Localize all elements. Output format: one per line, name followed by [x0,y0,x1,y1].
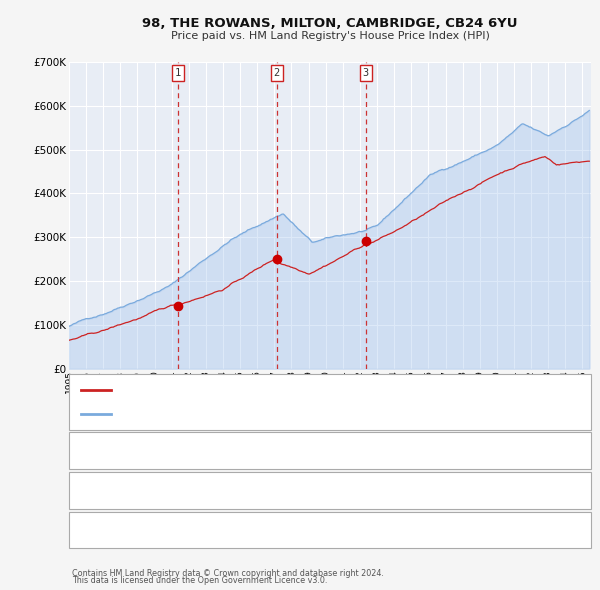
Text: 19% ↓ HPI: 19% ↓ HPI [461,525,517,535]
Text: Price paid vs. HM Land Registry's House Price Index (HPI): Price paid vs. HM Land Registry's House … [170,31,490,41]
Text: 24% ↓ HPI: 24% ↓ HPI [461,486,517,495]
Text: £292,351: £292,351 [356,525,406,535]
Text: 98, THE ROWANS, MILTON, CAMBRIDGE, CB24 6YU: 98, THE ROWANS, MILTON, CAMBRIDGE, CB24 … [142,17,518,30]
Text: Contains HM Land Registry data © Crown copyright and database right 2024.: Contains HM Land Registry data © Crown c… [72,569,384,578]
Text: £249,950: £249,950 [356,486,406,495]
Text: This data is licensed under the Open Government Licence v3.0.: This data is licensed under the Open Gov… [72,576,328,585]
Text: 20-FEB-2007: 20-FEB-2007 [104,486,172,495]
Text: £143,000: £143,000 [356,446,406,455]
Text: 04-MAY-2012: 04-MAY-2012 [104,525,172,535]
Text: 2: 2 [79,486,85,495]
Text: 1: 1 [79,446,85,455]
Text: 3: 3 [362,68,369,78]
Text: 08-MAY-2001: 08-MAY-2001 [104,446,172,455]
Text: 28% ↓ HPI: 28% ↓ HPI [461,446,517,455]
Text: HPI: Average price, detached house, South Cambridgeshire: HPI: Average price, detached house, Sout… [117,409,399,418]
Text: 2: 2 [274,68,280,78]
Text: 98, THE ROWANS, MILTON, CAMBRIDGE, CB24 6YU (detached house): 98, THE ROWANS, MILTON, CAMBRIDGE, CB24 … [117,385,443,394]
Text: 3: 3 [79,525,85,535]
Text: 1: 1 [175,68,181,78]
